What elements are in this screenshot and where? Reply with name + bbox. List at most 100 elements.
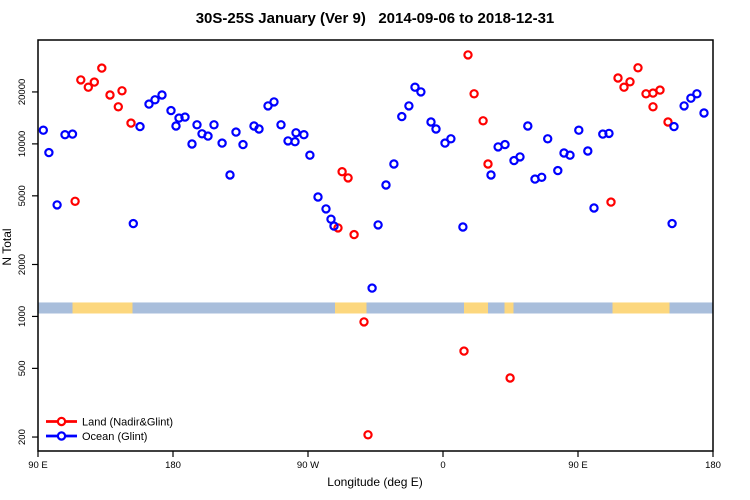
band-segment-ocean: [488, 302, 505, 314]
data-point-land: [97, 63, 107, 73]
data-point-ocean: [537, 172, 547, 182]
data-point-land: [613, 73, 623, 83]
data-point-ocean: [157, 90, 167, 100]
data-point-land: [478, 116, 488, 126]
data-point-ocean: [553, 165, 563, 176]
data-point-ocean: [699, 108, 709, 118]
data-point-land: [363, 430, 373, 440]
data-point-ocean: [192, 120, 202, 130]
data-point-ocean: [446, 134, 456, 144]
data-point-ocean: [52, 200, 62, 210]
data-point-land: [83, 82, 94, 92]
data-point-ocean: [203, 131, 213, 141]
band-segment-land: [612, 302, 670, 314]
band-segment-ocean: [513, 302, 613, 314]
data-point-ocean: [410, 82, 420, 92]
band-segment-ocean: [669, 302, 713, 314]
data-point-land: [619, 82, 629, 92]
data-point-ocean: [150, 95, 160, 105]
data-point-ocean: [604, 128, 614, 139]
data-point-ocean: [254, 124, 264, 134]
data-point-ocean: [269, 97, 279, 107]
data-point-land: [113, 102, 124, 112]
data-point-ocean: [583, 146, 593, 156]
data-point-ocean: [404, 101, 414, 111]
data-point-ocean: [225, 170, 235, 180]
data-point-land: [648, 102, 658, 112]
band-segment-land: [72, 302, 133, 314]
data-point-ocean: [667, 218, 677, 229]
x-axis-label: Longitude (deg E): [327, 475, 423, 489]
legend-label: Land (Nadir&Glint): [82, 417, 173, 429]
data-point-ocean: [171, 121, 181, 131]
x-tick-label: 0: [440, 460, 445, 471]
data-point-ocean: [217, 138, 227, 148]
data-point-ocean: [515, 152, 525, 162]
data-point-land: [459, 346, 469, 356]
data-point-ocean: [565, 150, 575, 160]
data-point-land: [359, 317, 369, 327]
data-point-ocean: [166, 105, 176, 116]
data-point-land: [655, 85, 665, 95]
data-point-ocean: [231, 127, 241, 137]
data-point-ocean: [458, 222, 468, 232]
data-point-ocean: [291, 128, 301, 138]
data-point-ocean: [416, 87, 426, 97]
data-point-ocean: [67, 129, 78, 139]
x-tick-label: 90 E: [568, 460, 588, 471]
data-point-ocean: [500, 139, 510, 150]
y-tick-label: 500: [17, 360, 28, 376]
data-point-ocean: [574, 125, 584, 135]
data-point-land: [105, 90, 115, 100]
data-point-ocean: [686, 93, 696, 103]
data-point-ocean: [679, 101, 689, 111]
data-point-ocean: [144, 99, 154, 109]
data-point-land: [505, 373, 515, 383]
data-point-land: [663, 117, 673, 127]
data-point-ocean: [589, 203, 599, 213]
x-tick-label: 90 E: [28, 460, 48, 471]
data-point-ocean: [60, 129, 70, 140]
data-point-land: [606, 197, 616, 207]
legend-symbol-circle: [56, 416, 67, 427]
data-point-land: [349, 229, 359, 240]
data-point-ocean: [431, 124, 441, 134]
data-point-ocean: [313, 192, 323, 202]
data-point-ocean: [321, 204, 331, 214]
band-segment-land: [464, 302, 488, 314]
y-tick-label: 10000: [17, 131, 28, 157]
data-point-ocean: [305, 150, 315, 160]
x-tick-label: 90 W: [297, 460, 319, 471]
legend-symbol-circle: [56, 431, 67, 441]
data-point-land: [463, 50, 473, 60]
y-tick-label: 5000: [17, 185, 28, 206]
data-point-ocean: [692, 89, 702, 99]
data-point-land: [70, 196, 80, 206]
data-point-land: [89, 77, 100, 87]
data-point-ocean: [299, 129, 309, 140]
data-point-ocean: [389, 159, 399, 169]
data-point-ocean: [367, 283, 377, 293]
legend-label: Ocean (Glint): [82, 431, 147, 443]
data-point-ocean: [523, 121, 533, 131]
band-segment-ocean: [366, 302, 464, 314]
data-point-ocean: [290, 136, 300, 147]
data-point-ocean: [486, 170, 496, 180]
data-point-land: [126, 118, 136, 128]
y-tick-label: 2000: [17, 254, 28, 275]
data-point-land: [483, 159, 493, 169]
data-point-ocean: [669, 121, 679, 132]
y-tick-label: 1000: [17, 306, 28, 327]
y-axis-label: N Total: [0, 228, 14, 266]
data-point-ocean: [180, 112, 190, 122]
data-point-ocean: [397, 111, 407, 122]
data-point-land: [76, 75, 86, 85]
data-point-ocean: [426, 117, 436, 127]
x-tick-label: 180: [705, 460, 721, 471]
data-point-ocean: [187, 139, 197, 149]
data-point-ocean: [373, 220, 383, 230]
data-point-land: [633, 63, 643, 73]
band-segment-ocean: [38, 302, 73, 314]
plot-box: [37, 39, 714, 452]
data-point-ocean: [44, 147, 54, 158]
